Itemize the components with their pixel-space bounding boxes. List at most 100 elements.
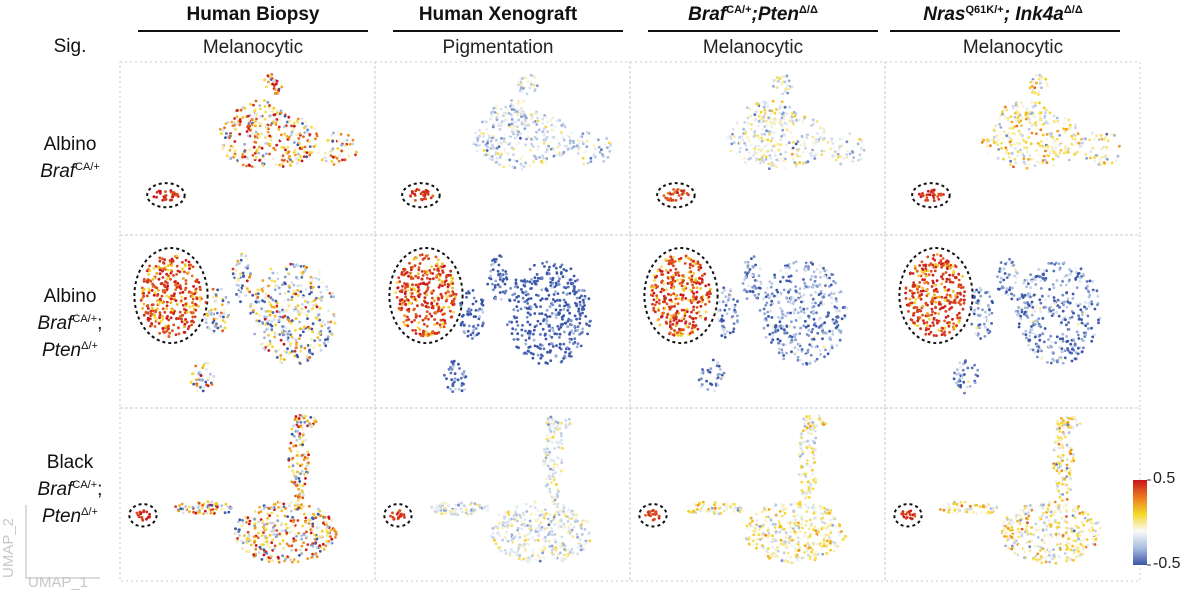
cell-dot (1045, 133, 1049, 136)
cell-dot (235, 109, 239, 112)
cell-dot (196, 389, 199, 393)
cell-dot (332, 163, 336, 166)
cell-dot (292, 124, 296, 128)
cell-dot (520, 163, 523, 167)
cell-dot (762, 153, 766, 156)
cell-dot (743, 141, 746, 145)
cell-dot (538, 156, 541, 159)
cell-dot (501, 290, 505, 294)
cell-dot (933, 311, 937, 315)
cell-dot (195, 297, 199, 300)
cell-dot (728, 307, 731, 311)
cell-dot (465, 295, 468, 299)
cell-dot (209, 372, 212, 376)
cell-dot (261, 299, 264, 303)
cell-dot (759, 149, 763, 152)
cell-dot (404, 295, 407, 299)
cell-dot (992, 128, 996, 132)
cell-dot (733, 135, 736, 138)
cell-dot (769, 309, 772, 313)
cell-dot (1042, 306, 1046, 309)
cell-dot (943, 319, 946, 323)
cell-dot (174, 283, 177, 287)
cell-dot (186, 327, 190, 331)
cell-dot (813, 359, 817, 363)
cell-dot (947, 324, 951, 328)
cell-dot (504, 105, 508, 109)
cell-dot (438, 283, 442, 287)
cell-dot (187, 325, 191, 328)
cell-dot (915, 310, 919, 313)
cell-dot (958, 299, 962, 303)
cell-dot (1103, 137, 1107, 141)
cell-dot (685, 192, 689, 195)
cell-dot (1003, 117, 1007, 120)
cell-dot (814, 152, 818, 156)
cell-dot (837, 148, 841, 151)
cell-dot (763, 132, 767, 136)
cell-dot (407, 310, 411, 313)
cell-dot (174, 299, 178, 302)
cell-dot (324, 344, 328, 348)
cell-dot (508, 163, 511, 167)
cell-dot (777, 301, 781, 304)
cell-dot (841, 136, 845, 140)
cell-dot (270, 77, 274, 80)
cell-dot (1025, 166, 1029, 170)
cell-dot (171, 195, 175, 199)
cell-dot (589, 319, 592, 323)
cell-dot (1009, 163, 1012, 167)
cell-dot (858, 137, 862, 141)
cell-dot (332, 314, 336, 318)
cell-dot (187, 260, 191, 264)
cell-dot (694, 277, 698, 281)
cell-dot (320, 158, 324, 162)
cell-dot (996, 138, 1000, 142)
cell-dot (417, 321, 421, 325)
cell-dot (679, 256, 683, 260)
cell-dot (508, 142, 512, 146)
cell-dot (153, 315, 157, 319)
cell-dot (208, 311, 212, 315)
cell-dot (972, 296, 976, 299)
cell-dot (264, 310, 268, 313)
cell-dot (1036, 142, 1040, 145)
cell-dot (529, 113, 533, 116)
cell-dot (1033, 143, 1036, 146)
cell-dot (288, 154, 291, 158)
cell-dot (287, 329, 291, 333)
cell-dot (792, 310, 796, 314)
cell-dot (852, 156, 856, 160)
cell-dot (688, 266, 692, 270)
cell-dot (753, 147, 756, 151)
cell-dot (785, 80, 789, 84)
cell-dot (569, 267, 573, 271)
cell-dot (669, 268, 672, 272)
cell-dot (1065, 335, 1068, 338)
cell-dot (330, 160, 334, 163)
cell-dot (152, 293, 156, 297)
cell-dot (402, 267, 405, 271)
cell-dot (1040, 86, 1043, 90)
cell-dot (933, 258, 937, 262)
cell-dot (428, 312, 432, 316)
cell-dot (264, 135, 268, 139)
cell-dot (932, 188, 936, 192)
cell-dot (308, 292, 311, 296)
cell-dot (424, 330, 428, 334)
cell-dot (310, 288, 314, 292)
cell-dot (285, 309, 289, 312)
cell-dot (343, 158, 347, 162)
cell-dot (471, 331, 475, 335)
cell-dot (776, 295, 780, 299)
cell-dot (762, 326, 766, 330)
cell-dot (924, 301, 928, 305)
cell-dot (287, 290, 290, 293)
cell-dot (1010, 261, 1014, 264)
cell-dot (1025, 278, 1029, 282)
cell-dot (164, 265, 167, 269)
cell-dot (279, 354, 283, 357)
cell-dot (538, 312, 541, 316)
cell-dot (539, 347, 542, 350)
cell-dot (553, 149, 556, 152)
